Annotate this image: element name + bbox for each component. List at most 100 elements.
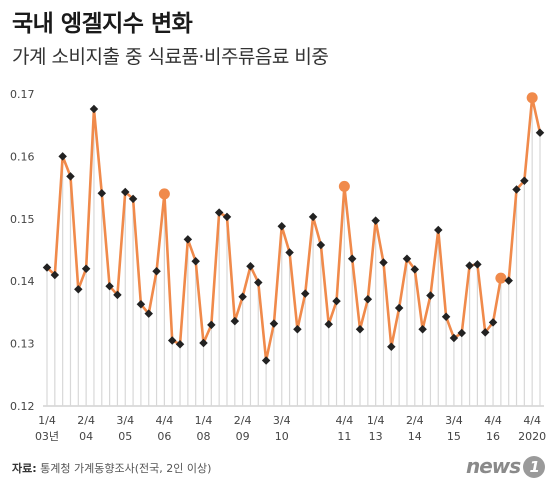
series-line	[46, 96, 542, 362]
y-tick-label: 0.16	[10, 150, 35, 163]
x-tick-label-top: 4/4	[336, 414, 354, 427]
x-tick-label-top: 2/4	[77, 414, 95, 427]
data-point	[74, 285, 83, 294]
data-point	[332, 296, 341, 306]
x-tick-label-bottom: 10	[275, 430, 289, 443]
y-tick-label: 0.13	[10, 338, 35, 351]
data-point	[238, 292, 247, 302]
data-point	[246, 261, 255, 271]
data-point	[152, 266, 161, 276]
data-point	[136, 300, 146, 309]
data-point	[97, 188, 107, 198]
data-point	[66, 172, 75, 181]
x-tick-label-top: 1/4	[38, 414, 56, 427]
data-point	[347, 254, 357, 263]
x-tick-label-top: 4/4	[156, 414, 174, 427]
data-point	[480, 328, 490, 337]
x-tick-label-bottom: 13	[369, 430, 383, 443]
x-tick-label-bottom: 2020	[518, 430, 546, 443]
data-point	[121, 187, 130, 197]
x-tick-label-top: 3/4	[445, 414, 463, 427]
data-point	[371, 216, 380, 225]
x-tick-label-bottom: 14	[408, 430, 422, 443]
data-point	[199, 338, 208, 348]
x-tick-label-bottom: 06	[157, 430, 171, 443]
data-point	[105, 281, 114, 291]
data-point	[144, 309, 153, 318]
data-point	[89, 104, 99, 114]
data-point	[175, 339, 185, 349]
data-point	[277, 222, 287, 231]
chart-title: 국내 엥겔지수 변화	[12, 11, 193, 37]
y-tick-label: 0.17	[10, 88, 35, 101]
data-point	[426, 291, 435, 300]
source-text: 통계청 가계동향조사(전국, 2인 이상)	[40, 462, 212, 475]
x-tick-label-bottom: 15	[447, 430, 461, 443]
x-tick-label-top: 1/4	[195, 414, 213, 427]
y-tick-label: 0.12	[10, 400, 35, 413]
highlight-point	[526, 92, 538, 104]
data-point	[113, 290, 122, 300]
x-tick-label-top: 2/4	[406, 414, 424, 427]
data-point	[269, 319, 279, 328]
data-point	[449, 333, 459, 343]
logo-text: news	[466, 454, 521, 478]
data-point	[394, 303, 404, 313]
data-point	[128, 194, 138, 204]
y-tick-label: 0.15	[10, 213, 35, 226]
data-point	[410, 265, 420, 274]
data-point	[308, 212, 318, 222]
data-point	[300, 289, 310, 298]
x-tick-label-top: 3/4	[273, 414, 291, 427]
data-point	[418, 325, 427, 334]
x-tick-label-bottom: 11	[337, 430, 351, 443]
data-point	[355, 325, 365, 334]
source-note: 자료: 통계청 가계동향조사(전국, 2인 이상)	[12, 460, 211, 476]
data-point	[457, 328, 466, 338]
source-label: 자료:	[12, 462, 37, 475]
highlight-point	[158, 188, 170, 200]
x-tick-label-bottom: 09	[236, 430, 250, 443]
highlight-point	[495, 272, 507, 284]
data-point	[473, 260, 482, 269]
data-point	[316, 240, 326, 250]
data-point	[535, 128, 545, 137]
data-point	[230, 316, 240, 326]
data-point	[222, 212, 232, 222]
data-point	[191, 256, 200, 266]
data-point	[402, 254, 412, 263]
data-point	[183, 235, 193, 244]
x-tick-label-bottom: 08	[197, 430, 211, 443]
x-tick-label-top: 4/4	[523, 414, 541, 427]
data-point	[441, 312, 451, 322]
x-tick-label-top: 1/4	[367, 414, 385, 427]
data-point	[363, 295, 373, 304]
data-point	[465, 261, 474, 270]
highlight-point	[338, 180, 350, 192]
data-point	[58, 152, 67, 161]
data-point	[261, 356, 271, 365]
x-tick-label-top: 2/4	[234, 414, 252, 427]
data-point	[488, 318, 498, 327]
data-point	[50, 270, 60, 280]
x-tick-label-bottom: 05	[118, 430, 132, 443]
data-point	[434, 225, 443, 235]
x-tick-label-bottom: 03년	[35, 430, 59, 443]
data-point	[324, 320, 333, 329]
x-tick-label-bottom: 16	[486, 430, 500, 443]
y-tick-label: 0.14	[10, 275, 35, 288]
x-tick-label-top: 3/4	[116, 414, 134, 427]
data-point	[214, 208, 224, 217]
chart-subtitle: 가계 소비지출 중 식료품·비주류음료 비중	[12, 46, 329, 68]
logo-badge: 1	[523, 456, 546, 478]
x-tick-label-bottom: 04	[79, 430, 93, 443]
news1-logo: news 1	[466, 454, 546, 478]
data-point	[167, 336, 177, 345]
data-point	[293, 325, 302, 334]
data-point	[42, 263, 52, 272]
data-point	[207, 320, 216, 330]
data-point	[504, 276, 513, 285]
x-tick-label-top: 4/4	[484, 414, 502, 427]
data-point	[254, 278, 263, 287]
